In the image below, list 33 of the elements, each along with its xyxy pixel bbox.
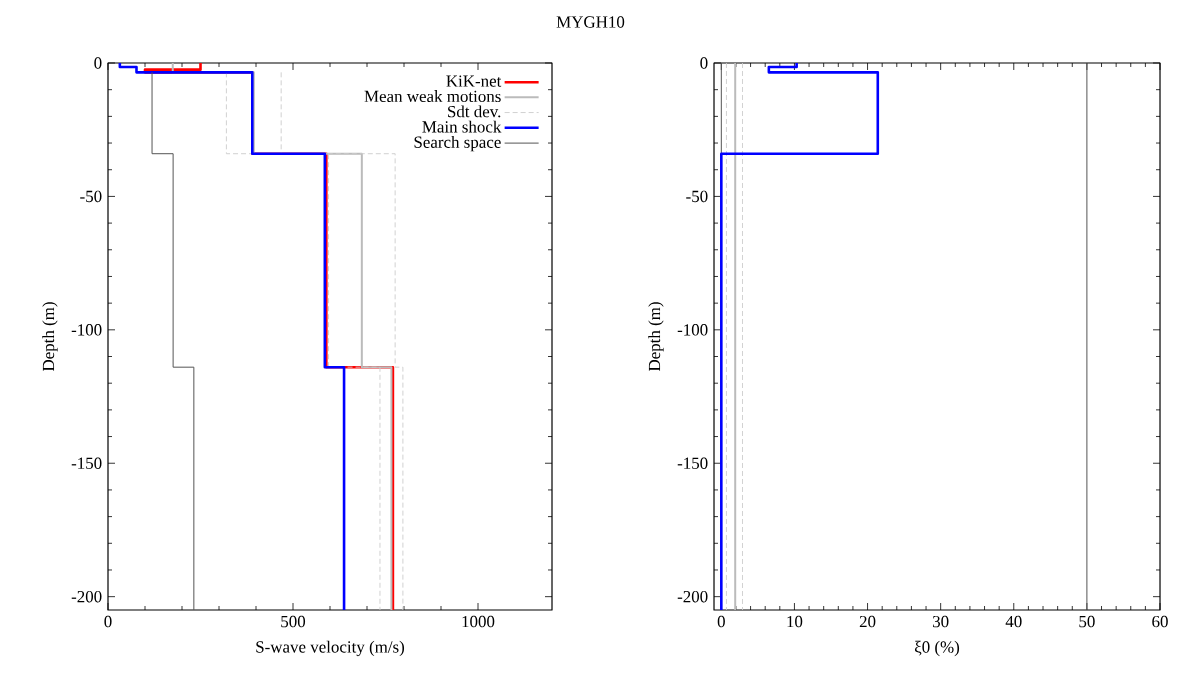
y-tick-label: -200 (677, 590, 708, 603)
x-tick-label: 20 (859, 615, 876, 628)
y-tick-label: 0 (94, 57, 102, 69)
line-series (118, 62, 346, 610)
y-axis-title: Depth (m) (648, 302, 664, 372)
x-tick-label: 50 (1079, 615, 1095, 628)
x-tick-label: 500 (281, 615, 306, 628)
legend-label: Main shock (422, 120, 502, 133)
y-tick-label: -100 (71, 324, 102, 336)
x-tick-label: 0 (104, 615, 112, 628)
x-tick-label: 10 (787, 615, 803, 628)
y-tick-label: -50 (686, 190, 708, 203)
x-tick-label: 0 (717, 615, 725, 628)
y-tick-label: -100 (677, 324, 708, 336)
x-tick-label: 30 (933, 615, 949, 628)
y-tick-label: -150 (71, 457, 102, 469)
line-series (151, 71, 195, 610)
x-tick-label: 60 (1152, 615, 1168, 628)
line-series (720, 62, 880, 610)
legend-label: Search space (414, 135, 501, 152)
legend-label: Sdt dev. (448, 105, 501, 118)
legend-label: Mean weak motions (364, 90, 501, 103)
legend-label: KiK-net (446, 75, 502, 87)
y-tick-label: -50 (80, 190, 102, 203)
x-axis-title: S-wave velocity (m/s) (256, 640, 405, 657)
x-axis-title: ξ0 (%) (914, 640, 960, 657)
text: MYGH10 (556, 16, 625, 28)
y-tick-label: -150 (677, 457, 708, 469)
y-tick-label: -200 (71, 590, 102, 603)
x-tick-label: 1000 (462, 615, 495, 628)
x-tick-label: 40 (1005, 615, 1022, 628)
y-tick-label: 0 (700, 57, 708, 69)
y-axis-title: Depth (m) (42, 302, 58, 372)
